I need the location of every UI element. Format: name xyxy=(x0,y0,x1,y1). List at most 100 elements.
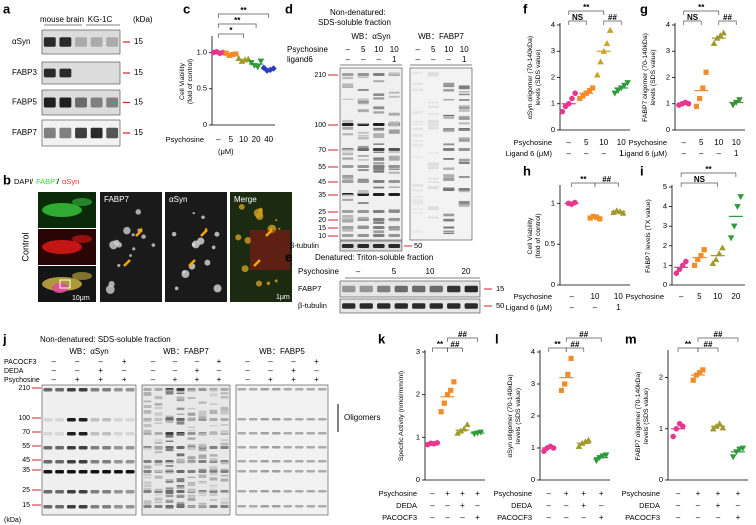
label: – xyxy=(431,55,436,64)
condition-name: Psychosine xyxy=(379,489,417,498)
label: + xyxy=(291,366,296,375)
condition-value: – xyxy=(696,501,701,510)
band xyxy=(187,482,196,484)
condition-name: Ligand 6 (μM) xyxy=(506,149,553,158)
band xyxy=(75,37,87,47)
band xyxy=(78,490,88,494)
band xyxy=(90,418,100,422)
band xyxy=(427,101,439,104)
y-tick-label: 3 xyxy=(666,46,670,55)
band xyxy=(209,477,218,481)
band xyxy=(55,388,65,392)
band xyxy=(220,430,229,433)
label: – xyxy=(245,366,250,375)
band xyxy=(388,168,400,170)
y-axis-label: FABP7 oligomer (70-140kDa) xyxy=(642,33,649,122)
label: 1 xyxy=(392,55,397,64)
band xyxy=(342,174,354,178)
band xyxy=(220,410,229,413)
band xyxy=(90,460,100,464)
label: – xyxy=(416,55,421,64)
label: 15 xyxy=(22,502,30,509)
data-point xyxy=(597,216,603,222)
y-tick-label: 0 xyxy=(663,280,667,289)
condition-name: PACOCF3 xyxy=(625,513,660,522)
band xyxy=(154,463,163,465)
band xyxy=(198,415,207,419)
band xyxy=(176,503,185,506)
label: β-tubulin xyxy=(290,241,319,250)
band xyxy=(372,193,385,196)
y-tick-label: 4 xyxy=(551,20,555,29)
band xyxy=(198,460,207,463)
label: – xyxy=(356,267,361,276)
condition-value: – xyxy=(602,149,607,158)
condition-value: – xyxy=(569,292,574,301)
label: – xyxy=(314,366,319,375)
band xyxy=(357,98,369,101)
band xyxy=(342,119,354,123)
band xyxy=(260,388,270,391)
band xyxy=(187,496,196,498)
band xyxy=(271,418,281,421)
band xyxy=(198,481,207,484)
band xyxy=(165,487,174,490)
band xyxy=(294,446,304,449)
band xyxy=(372,73,385,76)
significance-bracket xyxy=(718,20,737,25)
label: – xyxy=(361,55,366,64)
band xyxy=(357,76,369,78)
band xyxy=(187,390,196,392)
band xyxy=(220,461,229,465)
label: WB：αSyn xyxy=(351,32,390,41)
band xyxy=(187,494,196,498)
label: Oligomers xyxy=(344,413,380,422)
band xyxy=(394,303,408,309)
puncta xyxy=(241,265,249,273)
band xyxy=(78,446,88,450)
band xyxy=(388,180,401,183)
label: – xyxy=(151,357,156,366)
band xyxy=(220,505,229,508)
band xyxy=(187,488,196,491)
band xyxy=(464,285,478,293)
label: – xyxy=(122,366,127,375)
band xyxy=(458,200,470,204)
data-point xyxy=(597,58,604,65)
band xyxy=(412,199,424,202)
panel-letter: m xyxy=(625,331,637,346)
significance-label: ** xyxy=(554,340,561,349)
label: WB：αSyn xyxy=(69,347,108,356)
panel-letter: h xyxy=(523,163,531,178)
band xyxy=(102,470,112,474)
y-tick-label: 1 xyxy=(663,260,667,269)
band xyxy=(388,72,400,76)
band xyxy=(357,178,369,181)
label: – xyxy=(52,357,57,366)
band xyxy=(306,470,316,473)
puncta xyxy=(235,234,242,241)
data-point xyxy=(569,95,575,102)
band xyxy=(198,448,207,452)
band xyxy=(372,210,385,213)
band xyxy=(187,437,196,440)
band xyxy=(165,415,174,418)
data-point xyxy=(621,82,628,89)
label: – xyxy=(151,375,156,384)
band xyxy=(260,505,270,508)
condition-value: 10 xyxy=(714,138,723,147)
y-tick-label: 1 xyxy=(551,99,555,108)
data-point xyxy=(611,90,619,97)
band xyxy=(113,446,123,450)
significance-label: ** xyxy=(698,3,705,12)
band xyxy=(373,186,385,189)
band xyxy=(271,470,281,473)
band xyxy=(342,198,354,201)
label: FABP7 xyxy=(12,128,37,137)
band xyxy=(412,189,424,192)
condition-value: 1 xyxy=(619,149,624,158)
band xyxy=(237,490,247,493)
band xyxy=(165,505,174,508)
band xyxy=(357,158,369,161)
condition-value: + xyxy=(460,489,465,498)
